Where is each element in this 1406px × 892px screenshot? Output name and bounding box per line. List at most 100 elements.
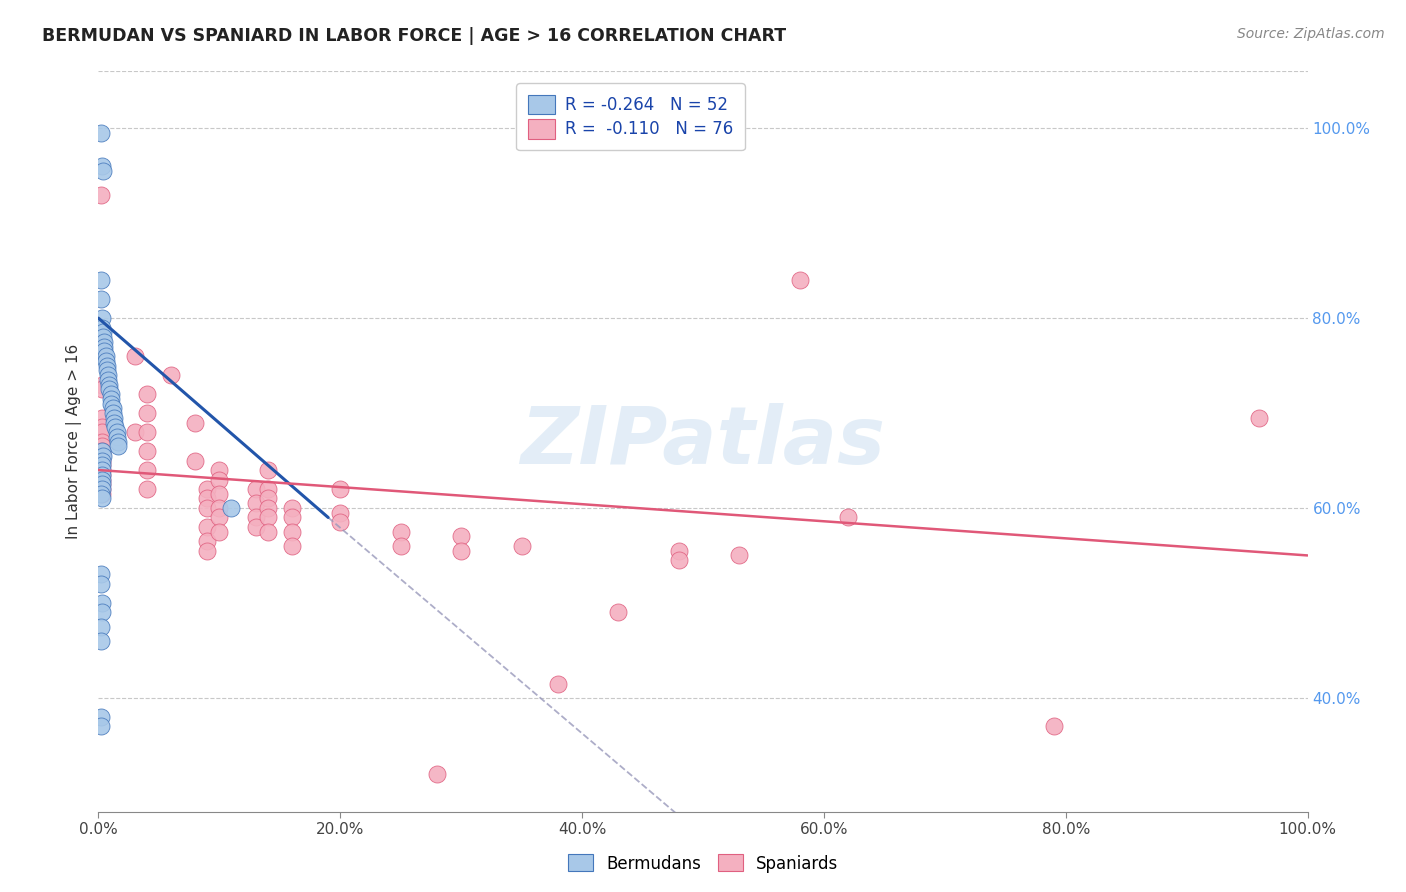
Point	[256, 524, 278, 539]
Point	[329, 506, 352, 520]
Point	[91, 453, 114, 467]
Point	[281, 510, 304, 524]
Point	[208, 487, 231, 501]
Point	[90, 487, 112, 501]
Point	[97, 373, 120, 387]
Point	[91, 382, 114, 396]
Point	[91, 444, 114, 458]
Point	[91, 330, 114, 344]
Point	[91, 334, 114, 349]
Point	[135, 425, 157, 439]
Point	[245, 510, 267, 524]
Point	[221, 500, 243, 515]
Point	[789, 273, 811, 287]
Point	[91, 434, 114, 449]
Point	[91, 326, 114, 340]
Point	[91, 477, 114, 491]
Point	[668, 553, 690, 567]
Point	[103, 416, 125, 430]
Point	[91, 606, 114, 620]
Point	[90, 567, 112, 582]
Point	[91, 453, 114, 467]
Text: ZIPatlas: ZIPatlas	[520, 402, 886, 481]
Point	[91, 487, 114, 501]
Point	[93, 334, 115, 349]
Point	[91, 340, 114, 354]
Point	[668, 543, 690, 558]
Point	[91, 467, 114, 482]
Point	[208, 510, 231, 524]
Legend: Bermudans, Spaniards: Bermudans, Spaniards	[561, 847, 845, 880]
Point	[105, 430, 128, 444]
Legend: R = -0.264   N = 52, R =  -0.110   N = 76: R = -0.264 N = 52, R = -0.110 N = 76	[516, 83, 745, 150]
Point	[256, 463, 278, 477]
Point	[93, 344, 115, 359]
Point	[256, 510, 278, 524]
Point	[256, 482, 278, 496]
Point	[91, 159, 114, 173]
Point	[329, 515, 352, 529]
Point	[195, 500, 218, 515]
Point	[91, 164, 114, 178]
Point	[195, 534, 218, 549]
Point	[91, 473, 114, 487]
Point	[135, 406, 157, 420]
Point	[281, 500, 304, 515]
Point	[107, 439, 129, 453]
Point	[534, 823, 557, 838]
Point	[245, 496, 267, 510]
Point	[90, 292, 112, 306]
Point	[450, 529, 472, 543]
Point	[104, 420, 127, 434]
Point	[101, 406, 124, 420]
Point	[245, 482, 267, 496]
Point	[208, 524, 231, 539]
Point	[98, 377, 121, 392]
Point	[1249, 410, 1271, 425]
Point	[135, 482, 157, 496]
Point	[389, 539, 412, 553]
Point	[101, 401, 124, 416]
Text: BERMUDAN VS SPANIARD IN LABOR FORCE | AGE > 16 CORRELATION CHART: BERMUDAN VS SPANIARD IN LABOR FORCE | AG…	[42, 27, 786, 45]
Point	[91, 425, 114, 439]
Point	[91, 482, 114, 496]
Point	[195, 482, 218, 496]
Point	[426, 766, 449, 780]
Point	[281, 524, 304, 539]
Point	[91, 449, 114, 463]
Point	[91, 377, 114, 392]
Point	[728, 549, 751, 563]
Point	[91, 458, 114, 473]
Point	[135, 463, 157, 477]
Point	[90, 187, 112, 202]
Point	[208, 473, 231, 487]
Point	[281, 539, 304, 553]
Point	[100, 387, 122, 401]
Point	[329, 482, 352, 496]
Point	[90, 126, 112, 140]
Point	[208, 463, 231, 477]
Point	[91, 491, 114, 506]
Point	[837, 510, 859, 524]
Point	[135, 387, 157, 401]
Point	[91, 473, 114, 487]
Point	[135, 444, 157, 458]
Point	[91, 463, 114, 477]
Point	[90, 633, 112, 648]
Point	[94, 354, 117, 368]
Y-axis label: In Labor Force | Age > 16: In Labor Force | Age > 16	[66, 344, 83, 539]
Point	[607, 606, 630, 620]
Point	[90, 719, 112, 733]
Point	[91, 311, 114, 326]
Point	[184, 416, 207, 430]
Point	[184, 453, 207, 467]
Point	[124, 425, 146, 439]
Point	[90, 273, 112, 287]
Point	[91, 420, 114, 434]
Point	[91, 596, 114, 610]
Point	[1042, 719, 1064, 733]
Point	[450, 543, 472, 558]
Point	[124, 349, 146, 363]
Point	[100, 392, 122, 406]
Point	[91, 410, 114, 425]
